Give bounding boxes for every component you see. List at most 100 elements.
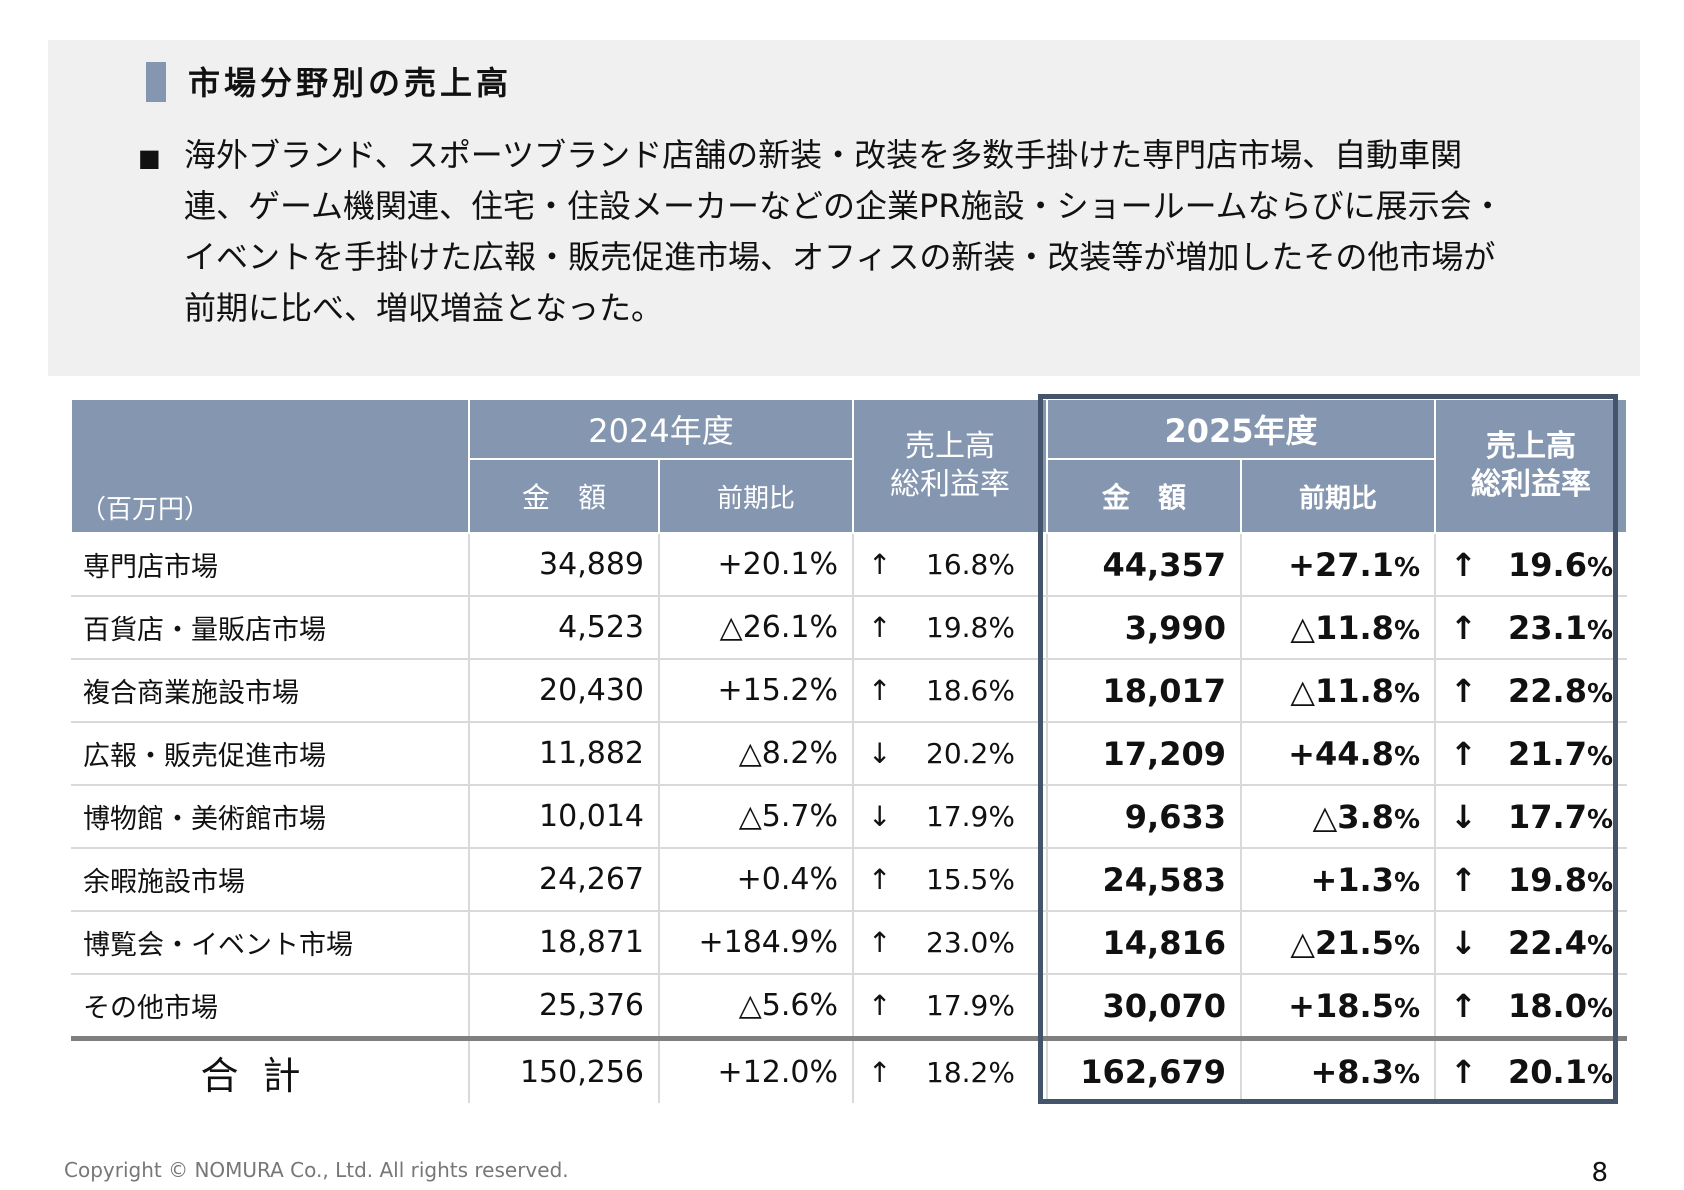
gross-margin-2025: ↑ 20.1% xyxy=(1435,1036,1628,1103)
amount-2024: 18,871 xyxy=(469,911,660,975)
trend-arrow-icon: ↓ xyxy=(868,800,892,833)
gross-margin-value: 17.7 xyxy=(1508,797,1587,836)
trend-arrow-icon: ↑ xyxy=(1450,860,1477,899)
amount-2024: 25,376 xyxy=(469,974,660,1039)
percent-sign: % xyxy=(1393,678,1420,709)
yoy-2025: +44.8% xyxy=(1241,722,1436,786)
trend-arrow-icon: ↑ xyxy=(1450,986,1477,1025)
yoy-2025: △21.5% xyxy=(1241,911,1436,975)
yoy-2025: △11.8% xyxy=(1241,596,1436,660)
amount-2024: 11,882 xyxy=(469,722,660,786)
yoy-2025: +1.3% xyxy=(1241,848,1436,912)
trend-arrow-icon: ↑ xyxy=(1450,1053,1477,1091)
title-accent-bar xyxy=(146,62,166,102)
trend-arrow-icon: ↑ xyxy=(868,548,892,581)
gross-margin-value: 18.6% xyxy=(926,674,1015,707)
yoy-value: +1.3 xyxy=(1310,860,1394,899)
gross-margin-2024: ↓ 17.9% xyxy=(853,785,1048,849)
gross-margin-value: 19.6 xyxy=(1508,545,1587,584)
percent-sign: % xyxy=(1586,741,1614,772)
yoy-value: △3.8 xyxy=(1312,797,1394,836)
gross-margin-value: 18.2% xyxy=(926,1055,1015,1089)
gross-margin-2025: ↑ 18.0% xyxy=(1435,974,1627,1039)
gross-margin-2024: ↑ 16.8% xyxy=(853,533,1048,597)
trend-arrow-icon: ↓ xyxy=(1450,797,1477,836)
trend-arrow-icon: ↓ xyxy=(1450,923,1477,962)
gross-margin-value: 18.0 xyxy=(1508,986,1587,1025)
percent-sign: % xyxy=(1393,930,1420,961)
yoy-2024: △5.7% xyxy=(659,785,854,849)
gross-margin-2025: ↑ 22.8% xyxy=(1435,659,1628,723)
yoy-value: +27.1 xyxy=(1288,545,1394,584)
gross-margin-2024: ↓ 20.2% xyxy=(853,722,1048,786)
percent-sign: % xyxy=(1393,741,1420,772)
gross-margin-value: 23.0% xyxy=(926,926,1015,959)
table-row: 広報・販売促進市場 11,882 △8.2% ↓ 20.2% 17,209 +44.8% ↑ 2… xyxy=(71,722,1628,786)
gross-margin-value: 23.1 xyxy=(1508,608,1587,647)
percent-sign: % xyxy=(1586,804,1614,835)
yoy-value: +44.8 xyxy=(1288,734,1394,773)
header-amount-2025: 金 額 xyxy=(1046,458,1242,534)
gross-margin-value: 17.9% xyxy=(926,989,1015,1022)
market-name: 広報・販売促進市場 xyxy=(71,722,470,786)
summary-line: 海外ブランド、スポーツブランド店舗の新装・改装を多数手掛けた専門店市場、自動車関 xyxy=(184,136,1463,174)
yoy-2025: △11.8% xyxy=(1241,659,1436,723)
amount-2025: 18,017 xyxy=(1047,659,1242,723)
summary-line: 前期に比べ、増収増益となった。 xyxy=(184,289,664,327)
header-rate-line2: 総利益率 xyxy=(1471,467,1591,502)
trend-arrow-icon: ↑ xyxy=(1450,608,1477,647)
summary-box: 市場分野別の売上高 ■ 海外ブランド、スポーツブランド店舗の新装・改装を多数手掛… xyxy=(48,40,1640,376)
page-title: 市場分野別の売上高 xyxy=(188,64,513,102)
gross-margin-value: 21.7 xyxy=(1508,734,1587,773)
percent-sign: % xyxy=(1393,804,1420,835)
gross-margin-2025: ↑ 21.7% xyxy=(1435,722,1628,786)
market-name: 複合商業施設市場 xyxy=(71,659,470,723)
percent-sign: % xyxy=(1586,930,1614,961)
percent-sign: % xyxy=(1586,678,1614,709)
yoy-2025: +18.5% xyxy=(1241,974,1436,1039)
trend-arrow-icon: ↑ xyxy=(1450,671,1477,710)
header-rate-2025: 売上高 総利益率 xyxy=(1433,398,1629,534)
gross-margin-2024: ↑ 19.8% xyxy=(853,596,1048,660)
trend-arrow-icon: ↑ xyxy=(868,989,892,1022)
percent-sign: % xyxy=(1393,615,1420,646)
sales-table: （百万円） 2024年度 売上高 総利益率 2025年度 売上高 総利益率 金 … xyxy=(70,398,1629,1103)
percent-sign: % xyxy=(1393,993,1420,1024)
yoy-2025: +8.3% xyxy=(1241,1036,1436,1103)
percent-sign: % xyxy=(1586,552,1614,583)
summary-line: イベントを手掛けた広報・販売促進市場、オフィスの新装・改装等が増加したその他市場… xyxy=(184,238,1496,276)
table-row: 余暇施設市場 24,267 +0.4% ↑ 15.5% 24,583 +1.3% ↑ 19.8% xyxy=(71,848,1628,912)
yoy-value: △11.8 xyxy=(1290,671,1394,710)
amount-2024: 24,267 xyxy=(469,848,660,912)
gross-margin-2024: ↑ 15.5% xyxy=(853,848,1048,912)
unit-label: （百万円） xyxy=(70,398,470,534)
gross-margin-2024: ↑ 23.0% xyxy=(853,911,1048,975)
header-yoy-2025: 前期比 xyxy=(1240,458,1436,534)
gross-margin-2024: ↑ 17.9% xyxy=(853,974,1048,1039)
amount-2025: 162,679 xyxy=(1047,1036,1242,1103)
amount-2025: 3,990 xyxy=(1047,596,1242,660)
percent-sign: % xyxy=(1586,1060,1614,1090)
amount-2025: 9,633 xyxy=(1047,785,1242,849)
yoy-2024: +0.4% xyxy=(659,848,854,912)
gross-margin-2024: ↑ 18.6% xyxy=(853,659,1048,723)
gross-margin-2024: ↑ 18.2% xyxy=(853,1036,1048,1103)
yoy-2024: +184.9% xyxy=(659,911,854,975)
table-row: 専門店市場 34,889 +20.1% ↑ 16.8% 44,357 +27.1% ↑ 19.6… xyxy=(71,533,1628,597)
yoy-2024: △5.6% xyxy=(659,974,854,1039)
header-rate-line2: 総利益率 xyxy=(890,467,1010,502)
yoy-2024: △26.1% xyxy=(659,596,854,660)
amount-2024: 20,430 xyxy=(469,659,660,723)
percent-sign: % xyxy=(1586,993,1614,1024)
market-name: 博物館・美術館市場 xyxy=(71,785,470,849)
amount-2024: 150,256 xyxy=(469,1036,660,1103)
gross-margin-value: 16.8% xyxy=(926,548,1015,581)
gross-margin-value: 22.4 xyxy=(1508,923,1587,962)
percent-sign: % xyxy=(1586,867,1614,898)
market-name: 博覧会・イベント市場 xyxy=(71,911,470,975)
yoy-2024: △8.2% xyxy=(659,722,854,786)
trend-arrow-icon: ↑ xyxy=(868,1055,892,1089)
gross-margin-value: 19.8 xyxy=(1508,860,1587,899)
percent-sign: % xyxy=(1586,615,1614,646)
gross-margin-2025: ↑ 23.1% xyxy=(1435,596,1628,660)
